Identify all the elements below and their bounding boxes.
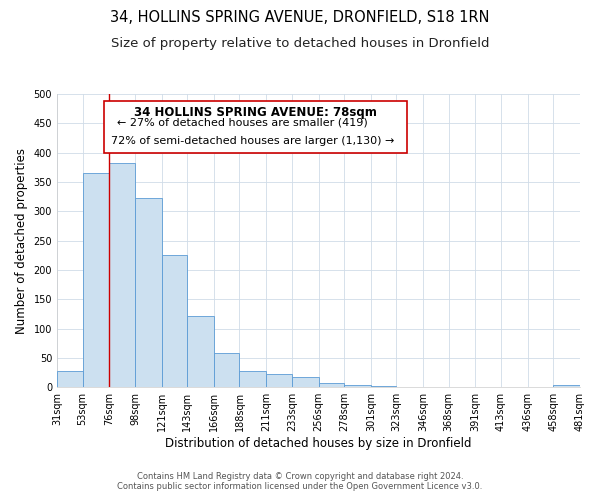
Bar: [187, 316, 214, 387]
Bar: [266, 374, 292, 387]
Bar: [319, 382, 344, 387]
Text: 34, HOLLINS SPRING AVENUE, DRONFIELD, S18 1RN: 34, HOLLINS SPRING AVENUE, DRONFIELD, S1…: [110, 10, 490, 25]
Text: 72% of semi-detached houses are larger (1,130) →: 72% of semi-detached houses are larger (…: [112, 136, 395, 146]
Bar: [292, 376, 319, 387]
Bar: [397, 386, 423, 387]
Bar: [83, 173, 109, 387]
Bar: [423, 386, 449, 387]
Text: ← 27% of detached houses are smaller (419): ← 27% of detached houses are smaller (41…: [116, 118, 367, 128]
Y-axis label: Number of detached properties: Number of detached properties: [15, 148, 28, 334]
Text: 34 HOLLINS SPRING AVENUE: 78sqm: 34 HOLLINS SPRING AVENUE: 78sqm: [134, 106, 377, 118]
X-axis label: Distribution of detached houses by size in Dronfield: Distribution of detached houses by size …: [165, 437, 472, 450]
Bar: [553, 386, 580, 387]
Text: Size of property relative to detached houses in Dronfield: Size of property relative to detached ho…: [111, 38, 489, 51]
Bar: [135, 198, 161, 387]
Bar: [449, 386, 475, 387]
Bar: [344, 386, 371, 387]
Bar: [57, 371, 83, 387]
Bar: [161, 254, 187, 387]
Bar: [239, 371, 266, 387]
FancyBboxPatch shape: [104, 102, 407, 152]
Text: Contains HM Land Registry data © Crown copyright and database right 2024.: Contains HM Land Registry data © Crown c…: [137, 472, 463, 481]
Bar: [371, 386, 397, 387]
Bar: [214, 353, 239, 387]
Text: Contains public sector information licensed under the Open Government Licence v3: Contains public sector information licen…: [118, 482, 482, 491]
Bar: [109, 162, 135, 387]
